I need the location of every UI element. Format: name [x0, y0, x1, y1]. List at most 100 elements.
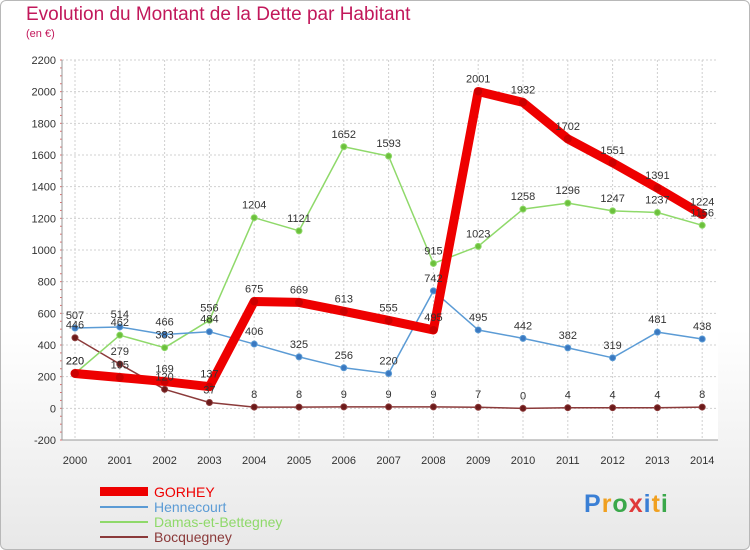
data-point [698, 335, 706, 343]
data-point [250, 403, 258, 411]
y-tick-label: 600 [38, 308, 56, 320]
data-point [205, 398, 213, 406]
x-tick-label: 2012 [600, 455, 624, 467]
data-point [295, 298, 303, 307]
data-point [340, 364, 348, 372]
data-label: 466 [155, 317, 173, 329]
data-label: 556 [200, 302, 218, 314]
x-tick-label: 2000 [63, 455, 87, 467]
y-tick-label: 0 [50, 403, 56, 415]
data-point [608, 158, 617, 167]
data-label: 484 [200, 314, 218, 326]
data-label: 446 [66, 320, 84, 332]
data-point [429, 259, 437, 267]
data-point [340, 143, 348, 151]
legend-item: Damas-et-Bettegney [100, 513, 283, 530]
legend-label: Damas-et-Bettegney [154, 513, 283, 530]
data-point [564, 344, 572, 352]
y-tick-label: 1000 [32, 245, 56, 257]
data-point [474, 403, 482, 411]
data-label: 507 [66, 310, 84, 322]
logo-letter: i [643, 490, 652, 518]
data-label: 325 [290, 339, 308, 351]
data-point [609, 404, 617, 412]
y-tick-label: -200 [34, 435, 56, 447]
x-tick-label: 2010 [511, 455, 535, 467]
x-tick-label: 2008 [421, 455, 445, 467]
x-tick-label: 2001 [108, 455, 132, 467]
x-tick-label: 2007 [376, 455, 400, 467]
y-tick-label: 1800 [32, 118, 56, 130]
data-label: 4 [610, 390, 616, 402]
logo-letter: x [628, 490, 644, 518]
data-point [563, 134, 572, 143]
data-label: 220 [66, 356, 84, 368]
data-point [429, 287, 437, 295]
data-label: 481 [648, 314, 666, 326]
data-label: 1702 [556, 121, 580, 133]
data-point [116, 323, 124, 331]
data-label: 1391 [645, 170, 669, 182]
data-label: 7 [475, 389, 481, 401]
legend-label: GORHEY [154, 483, 215, 500]
data-point [519, 205, 527, 213]
data-label: 1204 [242, 200, 266, 212]
data-point [339, 307, 348, 316]
data-point [161, 385, 169, 393]
data-label: 438 [693, 321, 711, 333]
data-label: 1023 [466, 228, 490, 240]
legend-swatch [100, 487, 148, 496]
data-point [609, 354, 617, 362]
y-tick-label: 400 [38, 340, 56, 352]
data-point [295, 353, 303, 361]
x-tick-label: 2003 [197, 455, 221, 467]
data-point [519, 98, 527, 107]
logo-letter: r [601, 490, 613, 518]
x-tick-label: 2013 [645, 455, 669, 467]
data-label: 9 [430, 389, 436, 401]
data-point [474, 87, 483, 96]
data-label: 1551 [600, 145, 624, 157]
x-tick-label: 2005 [287, 455, 311, 467]
data-label: 742 [424, 273, 442, 285]
x-tick-label: 2004 [242, 455, 266, 467]
data-point [519, 334, 527, 342]
data-label: 675 [245, 283, 263, 295]
data-label: 1237 [645, 194, 669, 206]
data-point [71, 324, 79, 332]
data-point [653, 404, 661, 412]
data-point [385, 370, 393, 377]
data-label: 2001 [466, 74, 490, 86]
logo-letter: o [612, 490, 629, 518]
data-point [340, 403, 348, 411]
x-tick-label: 2006 [332, 455, 356, 467]
data-label: 514 [111, 309, 129, 321]
data-point [474, 242, 482, 250]
logo-letter: i [660, 490, 669, 518]
data-label: 442 [514, 320, 532, 332]
data-point [71, 334, 79, 342]
data-label: 120 [155, 371, 173, 383]
proxiti-logo: Proxiti [584, 490, 669, 519]
data-point [385, 152, 393, 160]
data-point [116, 360, 124, 368]
data-label: 1593 [376, 138, 400, 150]
data-label: 1258 [511, 191, 535, 203]
data-label: 1932 [511, 84, 535, 96]
data-label: 8 [296, 389, 302, 401]
data-point [564, 199, 572, 207]
data-point [205, 316, 213, 324]
data-point [474, 326, 482, 334]
data-label: 495 [424, 312, 442, 324]
data-label: 406 [245, 326, 263, 338]
data-label: 669 [290, 284, 308, 296]
data-point [429, 403, 437, 411]
x-tick-label: 2002 [152, 455, 176, 467]
data-point [205, 382, 214, 391]
data-point [250, 214, 258, 222]
data-label: 4 [654, 390, 660, 402]
data-point [115, 373, 124, 382]
data-label: 220 [66, 356, 84, 368]
data-label: 382 [559, 330, 577, 342]
data-label: 256 [335, 350, 353, 362]
